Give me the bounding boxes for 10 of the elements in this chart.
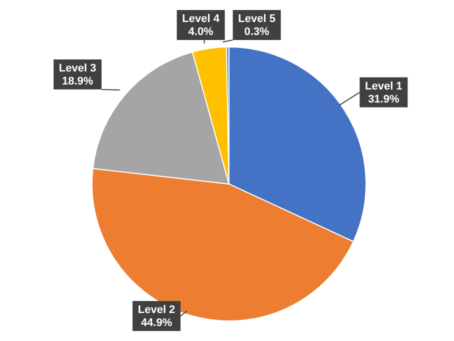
data-label: 0.3%	[244, 26, 270, 38]
slice-label: Level 1	[365, 80, 402, 92]
slice-label: Level 2	[138, 304, 176, 316]
slice-label: Level 5	[238, 13, 276, 25]
slice-label: Level 4	[182, 13, 220, 25]
slice-label: Level 3	[58, 62, 96, 74]
data-label: 31.9%	[368, 93, 400, 106]
data-label: 18.9%	[62, 75, 94, 88]
data-label: 44.9%	[140, 317, 172, 329]
data-label: 4.0%	[188, 26, 214, 38]
